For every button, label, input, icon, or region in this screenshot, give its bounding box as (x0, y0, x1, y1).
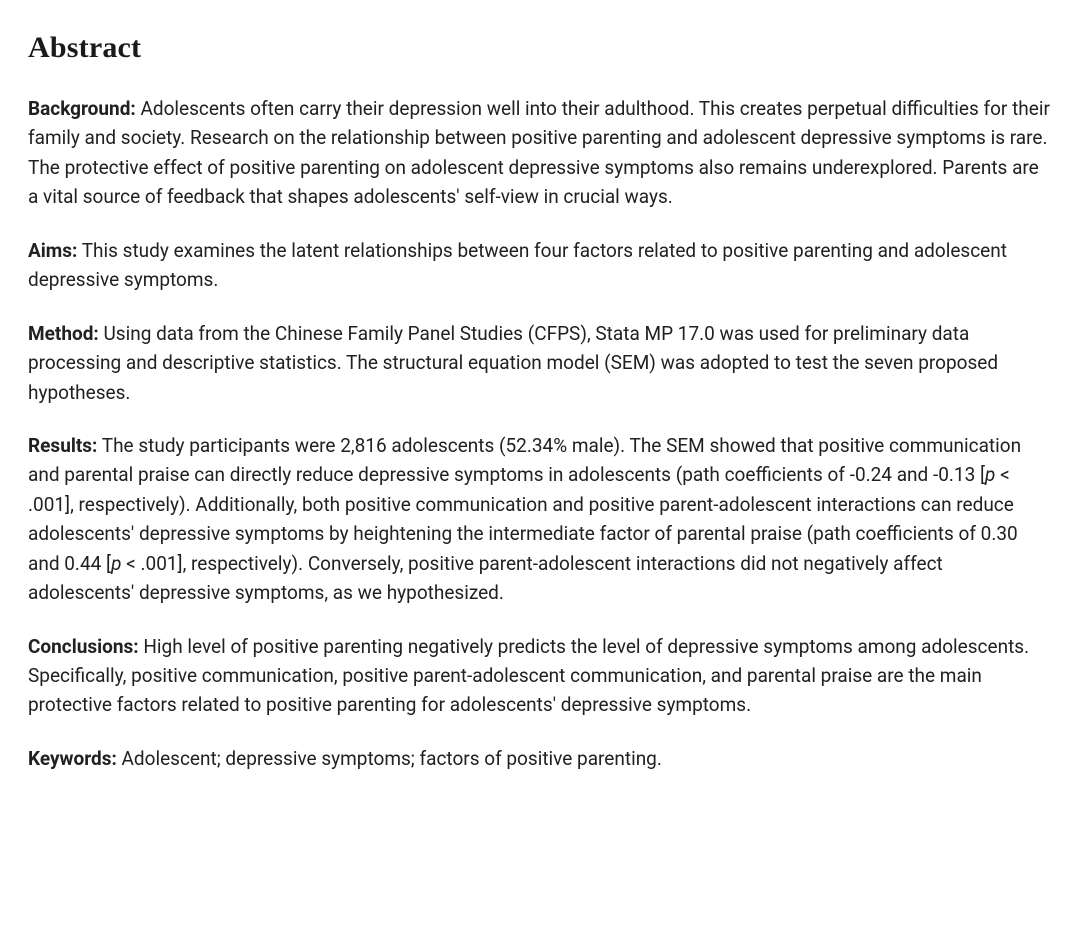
results-text-part3: < .001], respectively). Conversely, posi… (28, 552, 943, 604)
aims-label: Aims: (28, 239, 77, 262)
background-text: Adolescents often carry their depression… (28, 97, 1050, 208)
results-pvar1: p (985, 463, 995, 486)
results-text-part1: The study participants were 2,816 adoles… (28, 434, 1021, 486)
abstract-results: Results: The study participants were 2,8… (28, 431, 1052, 608)
abstract-heading: Abstract (28, 24, 1052, 72)
results-label: Results: (28, 434, 97, 457)
abstract-keywords: Keywords: Adolescent; depressive symptom… (28, 744, 1052, 773)
abstract-background: Background: Adolescents often carry thei… (28, 94, 1052, 212)
keywords-text: Adolescent; depressive symptoms; factors… (117, 747, 662, 770)
abstract-aims: Aims: This study examines the latent rel… (28, 236, 1052, 295)
conclusions-label: Conclusions: (28, 635, 139, 658)
abstract-conclusions: Conclusions: High level of positive pare… (28, 632, 1052, 720)
keywords-label: Keywords: (28, 747, 117, 770)
abstract-method: Method: Using data from the Chinese Fami… (28, 319, 1052, 407)
results-pvar2: p (111, 552, 121, 575)
conclusions-text: High level of positive parenting negativ… (28, 635, 1029, 717)
method-text: Using data from the Chinese Family Panel… (28, 322, 998, 404)
background-label: Background: (28, 97, 136, 120)
aims-text: This study examines the latent relations… (28, 239, 1007, 291)
method-label: Method: (28, 322, 99, 345)
